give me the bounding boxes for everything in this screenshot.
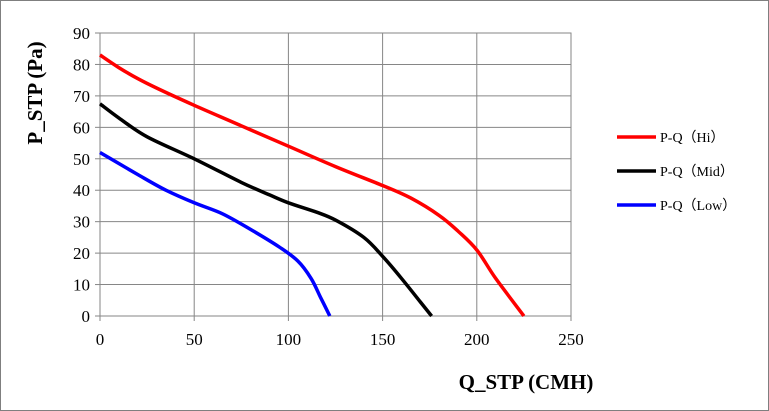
- legend-label-hi: P-Q（Hi）: [660, 130, 725, 146]
- legend-label-mid: P-Q（Mid）: [660, 164, 734, 180]
- x-tick-label: 150: [370, 330, 396, 349]
- x-tick-label: 50: [186, 330, 203, 349]
- y-tick-label: 90: [73, 24, 90, 43]
- series-line-low: [99, 150, 332, 317]
- y-tick-label: 10: [73, 276, 90, 295]
- y-tick-label: 40: [73, 181, 90, 200]
- x-tick-label: 0: [96, 330, 105, 349]
- x-tick-label: 100: [276, 330, 302, 349]
- y-tick-label: 80: [73, 55, 90, 74]
- y-tick-label: 50: [73, 150, 90, 169]
- y-tick-label: 60: [73, 118, 90, 137]
- y-tick-label: 30: [73, 213, 90, 232]
- x-tick-label: 200: [464, 330, 490, 349]
- series-line-hi: [99, 53, 526, 318]
- plot-area: [99, 32, 572, 317]
- x-tick-label: 250: [558, 330, 584, 349]
- y-axis-title: P_STP (Pa): [23, 41, 47, 144]
- y-tick-label: 20: [73, 244, 90, 263]
- y-tick-label: 0: [82, 307, 91, 326]
- x-axis-title: Q_STP (CMH): [459, 370, 594, 394]
- legend-label-low: P-Q（Low）: [660, 198, 736, 214]
- series-line-mid: [98, 102, 433, 318]
- y-tick-label: 70: [73, 87, 90, 106]
